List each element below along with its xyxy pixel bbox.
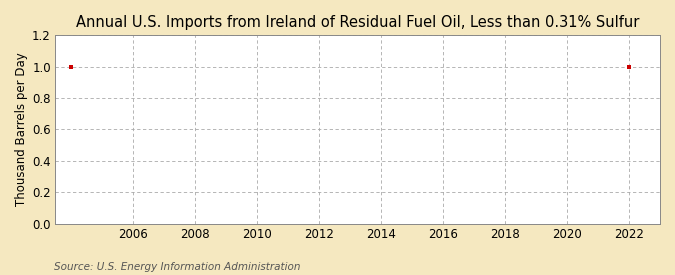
Title: Annual U.S. Imports from Ireland of Residual Fuel Oil, Less than 0.31% Sulfur: Annual U.S. Imports from Ireland of Resi… [76,15,639,30]
Y-axis label: Thousand Barrels per Day: Thousand Barrels per Day [15,53,28,206]
Text: Source: U.S. Energy Information Administration: Source: U.S. Energy Information Administ… [54,262,300,272]
